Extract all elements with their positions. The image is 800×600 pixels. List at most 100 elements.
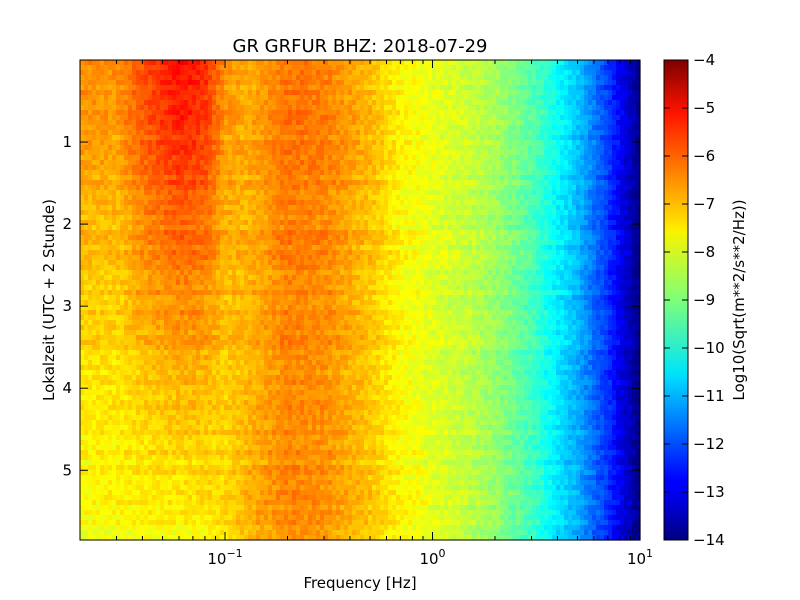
heatmap-cell — [320, 205, 325, 211]
heatmap-cell — [184, 125, 189, 131]
heatmap-cell — [144, 90, 149, 96]
heatmap-cell — [308, 215, 313, 221]
heatmap-cell — [176, 140, 181, 146]
heatmap-cell — [160, 225, 165, 231]
heatmap-cell — [184, 215, 189, 221]
heatmap-cell — [460, 170, 465, 176]
heatmap-cell — [588, 130, 593, 136]
heatmap-cell — [572, 130, 577, 136]
heatmap-cell — [604, 150, 609, 156]
heatmap-cell — [484, 65, 489, 71]
heatmap-cell — [400, 100, 405, 106]
heatmap-cell — [204, 200, 209, 206]
heatmap-cell — [612, 135, 617, 141]
heatmap-cell — [592, 120, 597, 126]
heatmap-cell — [300, 145, 305, 151]
heatmap-cell — [276, 140, 281, 146]
heatmap-cell — [140, 100, 145, 106]
heatmap-cell — [348, 135, 353, 141]
heatmap-cell — [632, 115, 637, 121]
heatmap-cell — [120, 70, 125, 76]
heatmap-cell — [188, 120, 193, 126]
heatmap-cell — [248, 70, 253, 76]
heatmap-cell — [252, 100, 257, 106]
heatmap-cell — [504, 145, 509, 151]
heatmap-cell — [636, 175, 641, 181]
heatmap-cell — [84, 175, 89, 181]
heatmap-cell — [264, 220, 269, 226]
heatmap-cell — [420, 155, 425, 161]
heatmap-cell — [524, 170, 529, 176]
heatmap-cell — [400, 200, 405, 206]
heatmap-cell — [596, 85, 601, 91]
heatmap-cell — [412, 100, 417, 106]
heatmap-cell — [300, 180, 305, 186]
heatmap-cell — [164, 135, 169, 141]
heatmap-cell — [368, 90, 373, 96]
heatmap-cell — [132, 165, 137, 171]
heatmap-cell — [404, 120, 409, 126]
heatmap-cell — [148, 115, 153, 121]
heatmap-cell — [96, 180, 101, 186]
heatmap-cell — [544, 155, 549, 161]
heatmap-cell — [616, 205, 621, 211]
heatmap-cell — [368, 215, 373, 221]
heatmap-cell — [224, 110, 229, 116]
heatmap-cell — [512, 170, 517, 176]
heatmap-cell — [296, 110, 301, 116]
heatmap-cell — [440, 85, 445, 91]
heatmap-cell — [388, 210, 393, 216]
heatmap-cell — [436, 85, 441, 91]
heatmap-cell — [368, 80, 373, 86]
heatmap-cell — [92, 165, 97, 171]
heatmap-cell — [508, 105, 513, 111]
heatmap-cell — [396, 180, 401, 186]
heatmap-cell — [144, 140, 149, 146]
heatmap-cell — [360, 70, 365, 76]
heatmap-cell — [452, 70, 457, 76]
heatmap-cell — [444, 80, 449, 86]
heatmap-cell — [364, 70, 369, 76]
heatmap-cell — [316, 180, 321, 186]
heatmap-cell — [212, 60, 217, 66]
heatmap-cell — [256, 145, 261, 151]
heatmap-cell — [272, 160, 277, 166]
heatmap-cell — [616, 160, 621, 166]
heatmap-cell — [236, 210, 241, 216]
heatmap-cell — [348, 85, 353, 91]
heatmap-cell — [196, 235, 201, 241]
heatmap-cell — [484, 150, 489, 156]
heatmap-cell — [316, 175, 321, 181]
heatmap-cell — [548, 115, 553, 121]
heatmap-cell — [508, 125, 513, 131]
heatmap-cell — [484, 225, 489, 231]
heatmap-cell — [432, 225, 437, 231]
heatmap-cell — [552, 135, 557, 141]
heatmap-cell — [340, 205, 345, 211]
heatmap-cell — [92, 135, 97, 141]
heatmap-cell — [248, 140, 253, 146]
heatmap-cell — [596, 105, 601, 111]
heatmap-cell — [540, 200, 545, 206]
heatmap-cell — [508, 230, 513, 236]
heatmap-cell — [600, 195, 605, 201]
heatmap-cell — [328, 95, 333, 101]
heatmap-cell — [616, 185, 621, 191]
heatmap-cell — [464, 205, 469, 211]
heatmap-cell — [216, 145, 221, 151]
heatmap-cell — [404, 70, 409, 76]
heatmap-cell — [352, 230, 357, 236]
heatmap-cell — [632, 185, 637, 191]
heatmap-cell — [84, 190, 89, 196]
heatmap-cell — [372, 230, 377, 236]
heatmap-cell — [380, 205, 385, 211]
heatmap-cell — [200, 75, 205, 81]
heatmap-cell — [540, 135, 545, 141]
heatmap-cell — [288, 150, 293, 156]
heatmap-cell — [512, 135, 517, 141]
heatmap-cell — [88, 175, 93, 181]
heatmap-cell — [532, 230, 537, 236]
heatmap-cell — [312, 70, 317, 76]
heatmap-cell — [608, 85, 613, 91]
heatmap-cell — [580, 155, 585, 161]
